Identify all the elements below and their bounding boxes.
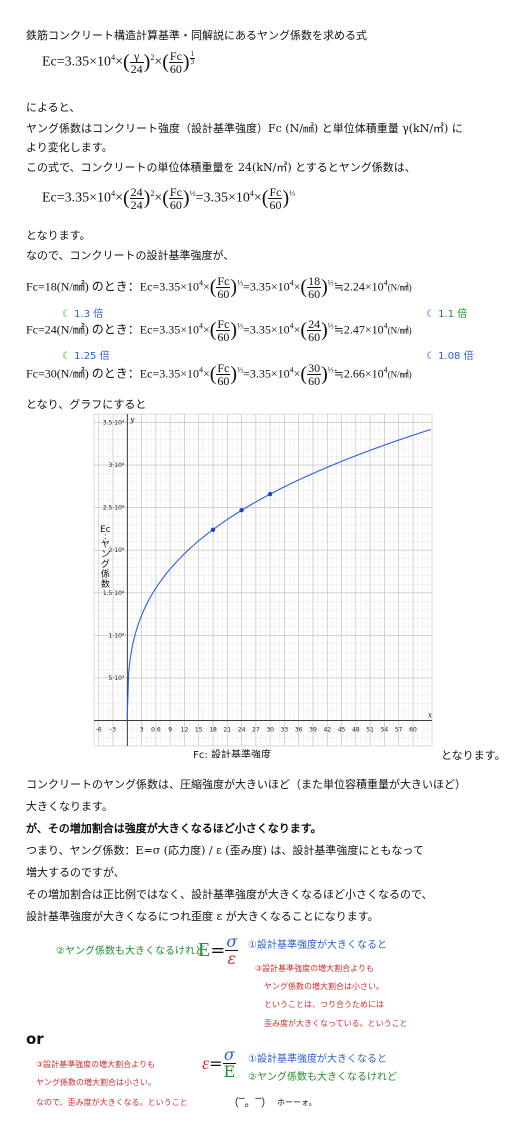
x-tick-label: 54 — [381, 726, 389, 733]
x-tick-label: 0 6 — [151, 726, 161, 733]
text4-line4: つまり、ヤング係数：E=σ (応力度) / ε (歪み度) は、設計基準強度にと… — [26, 844, 424, 857]
ratio-right-1: ☾ 1.1 倍 — [426, 309, 468, 320]
y-tick-label: 3·10⁴ — [109, 462, 125, 469]
note1-red-2: ヤング係数の増大割合は小さい。 — [264, 982, 384, 991]
y-tick-label: 1·10⁴ — [109, 632, 125, 639]
chart-caption: となります。 — [441, 749, 506, 762]
note1-red-3: ということは、つり合うためには — [264, 1000, 384, 1009]
x-tick-label: 42 — [323, 726, 331, 733]
data-point — [210, 527, 216, 532]
note2-red-3: なので、歪み度が大きくなる。ということ — [36, 1098, 188, 1107]
note2-face: （‾。‾） — [228, 1096, 272, 1109]
ratio-left-1: ☾ 1.3 倍 — [62, 309, 104, 320]
x-tick-label: 51 — [366, 726, 374, 733]
x-tick-label: -3 — [110, 726, 116, 733]
note2-blue: ①設計基準強度が大きくなると — [248, 1054, 387, 1065]
text1-line3: より変化します。 — [26, 141, 113, 154]
text1-line2: ヤング係数はコンクリート強度（設計基準強度）Fc (N/㎟) と単位体積重量 γ… — [26, 122, 463, 135]
x-tick-label: 12 — [181, 726, 189, 733]
young-modulus-chart: -6 -3 3 0 6 9 12 15 18 21 24 27 30 33 36 39 42 45 48 51 54 5… — [93, 413, 433, 758]
calc-row-30: Fc=30(N/㎟) のとき：Ec=3.35×104×(Fc 60)⅓=3.35×… — [26, 361, 412, 388]
data-point — [239, 507, 244, 513]
calc-row-18: Fc=18(N/㎟) のとき：Ec=3.35×104×(Fc 60)⅓=3.35×… — [26, 274, 412, 301]
y-tick-label: 2.5·10⁴ — [103, 505, 125, 512]
y-tick-label: 3.5·10⁴ — [103, 420, 125, 427]
x-tick-label: 24 — [238, 726, 246, 733]
note2-red-2: ヤング係数の増大割合は小さい。 — [36, 1078, 156, 1087]
note1-blue: ①設計基準強度が大きくなると — [248, 940, 387, 951]
x-tick-label: 45 — [338, 726, 346, 733]
ratio-left-2: ☾ 1.25 倍 — [62, 351, 110, 362]
x-tick-label: 57 — [395, 726, 403, 733]
note1-formula: E= σ ε — [198, 932, 239, 968]
text4-line5: 増大するのですが、 — [26, 866, 125, 879]
note2-formula: ε= σ E — [202, 1045, 237, 1081]
formula-main: Ec=3.35×104×(γ 24)2×(Fc 60) 1 3 — [42, 49, 196, 76]
x-axis-name: x — [428, 711, 432, 719]
or-label: or — [26, 1030, 44, 1048]
y-axis-name: y — [129, 416, 135, 424]
note1-green: ②ヤング係数も大きくなるけれど — [56, 946, 205, 957]
text4-line7: 設計基準強度が大きくなるにつれ歪度 ε が大きくなることになります。 — [26, 910, 379, 923]
note2-hoo: ホーーォ。 — [277, 1098, 317, 1107]
text1-line4: この式で、コンクリートの単位体積重量を 24(kN/㎥) とするとヤング係数は、 — [26, 161, 416, 174]
text1-line1: によると、 — [26, 101, 81, 114]
plot-area — [93, 413, 433, 747]
x-tick-label: 27 — [252, 726, 260, 733]
x-tick-label: 36 — [295, 726, 303, 733]
text4-line6: その増加割合は正比例ではなく、設計基準強度が大きくなるほど小さくなるので、 — [26, 888, 433, 901]
series-line — [126, 429, 431, 721]
text2-line1: となります。 — [26, 229, 91, 242]
x-tick-label: 9 — [168, 726, 172, 733]
x-tick-label: 15 — [195, 726, 203, 733]
x-tick-label: 48 — [352, 726, 360, 733]
y-tick-label: 1.5·10⁴ — [103, 590, 125, 597]
x-axis-label: Fc: 設計基準強度 — [193, 748, 271, 758]
x-tick-label: -6 — [96, 726, 102, 733]
note2-green: ②ヤング係数も大きくなるけれど — [248, 1072, 397, 1083]
calc-row-24: Fc=24(N/㎟) のとき：Ec=3.35×104×(Fc 60)⅓=3.35×… — [26, 317, 412, 344]
x-tick-label: 39 — [309, 726, 317, 733]
note1-red-1: ③設計基準強度の増大割合よりも — [255, 964, 375, 973]
note2-red-1: ③設計基準強度の増大割合よりも — [36, 1060, 156, 1069]
x-tick-label: 33 — [281, 726, 289, 733]
text4-line3: が、その増加割合は強度が大きくなるほど小さくなります。 — [26, 822, 322, 835]
x-tick-label: 21 — [223, 726, 231, 733]
y-tick-label: 5·10³ — [109, 675, 125, 682]
x-tick-label: 3 — [140, 726, 144, 733]
x-tick-label: 60 — [409, 726, 417, 733]
text2-line2: なので、コンクリートの設計基準強度が、 — [26, 249, 235, 262]
formula-substituted: Ec=3.35×104×(24 24)2×(Fc 60)⅓=3.35×104×(Fc… — [42, 185, 296, 212]
ratio-right-2: ☾ 1.08 倍 — [426, 351, 474, 362]
y-axis-label: Ec:ヤング係数 — [100, 525, 111, 590]
data-point — [267, 491, 273, 497]
text4-line2: 大きくなります。 — [26, 800, 113, 813]
text4-line1: コンクリートのヤング係数は、圧縮強度が大きいほど（また単位容積重量が大きいほど） — [26, 778, 466, 791]
note1-red-4: 歪み度が大きくなっている。ということ — [264, 1019, 408, 1028]
page-title: 鉄筋コンクリート構造計算基準・同解説にあるヤング係数を求める式 — [26, 29, 367, 42]
x-tick-label: 18 — [209, 726, 217, 733]
x-tick-label: 30 — [266, 726, 274, 733]
y-tick-label: 2·10⁴ — [109, 547, 125, 554]
text3: となり、グラフにすると — [26, 398, 147, 411]
